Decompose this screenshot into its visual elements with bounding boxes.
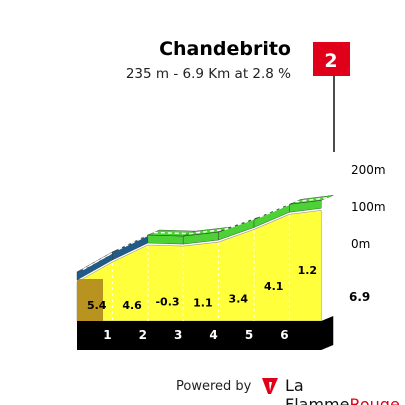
km-label: 3	[174, 328, 182, 342]
powered-by-label: Powered by	[176, 379, 252, 394]
climb-stats: 235 m - 6.9 Km at 2.8 %	[125, 66, 291, 82]
gradient-label: -0.3	[155, 295, 179, 308]
km-label: 4	[209, 328, 217, 342]
flame-logo-icon	[262, 378, 278, 394]
elevation-profile-chart: 5.4 4.6 -0.3 1.1 3.4 4.1 1.2 1 2 3 4 5 6 6.9 200m 100…	[76, 42, 386, 350]
gradient-label: 1.1	[193, 296, 213, 309]
elevation-axis: 200m 100m 0m	[351, 163, 386, 251]
profile-face	[76, 209, 322, 322]
profile-start-face	[77, 279, 103, 321]
km-base-strip	[77, 316, 334, 350]
elevation-tick-label: 0m	[351, 237, 370, 251]
gradient-labels: 5.4 4.6 -0.3 1.1 3.4 4.1 1.2	[87, 264, 317, 312]
summit-flag: 2	[313, 42, 350, 152]
gradient-band-centerline	[295, 197, 328, 203]
profile-body	[76, 209, 334, 350]
km-label: 5	[245, 328, 253, 342]
gradient-band	[76, 195, 334, 281]
footer: Powered by La FlammeRouge	[0, 374, 405, 405]
total-distance-label: 6.9	[349, 290, 370, 304]
flag-banner	[313, 42, 350, 76]
gradient-label: 3.4	[229, 292, 249, 305]
gradient-band-centerline	[224, 216, 261, 231]
gradient-label: 4.1	[264, 280, 284, 293]
elevation-tick-label: 200m	[351, 163, 386, 177]
gradient-band-centerline	[189, 228, 225, 235]
km-gridlines	[111, 215, 290, 321]
gradient-label: 1.2	[298, 264, 318, 277]
gradient-label: 4.6	[122, 299, 142, 312]
category-number: 2	[324, 50, 337, 72]
km-label: 6	[280, 328, 288, 342]
gradient-label: 5.4	[87, 299, 107, 312]
km-label: 2	[139, 328, 147, 342]
km-label: 1	[103, 328, 111, 342]
brand-name: La FlammeRouge	[285, 376, 405, 405]
gradient-band-centerline	[153, 231, 190, 235]
elevation-tick-label: 100m	[351, 200, 386, 214]
brand-name-part1: La Flamme	[285, 376, 350, 405]
brand-name-part2: Rouge	[349, 395, 400, 405]
climb-title: Chandebrito	[159, 38, 291, 60]
km-labels: 1 2 3 4 5 6 6.9	[103, 290, 370, 342]
